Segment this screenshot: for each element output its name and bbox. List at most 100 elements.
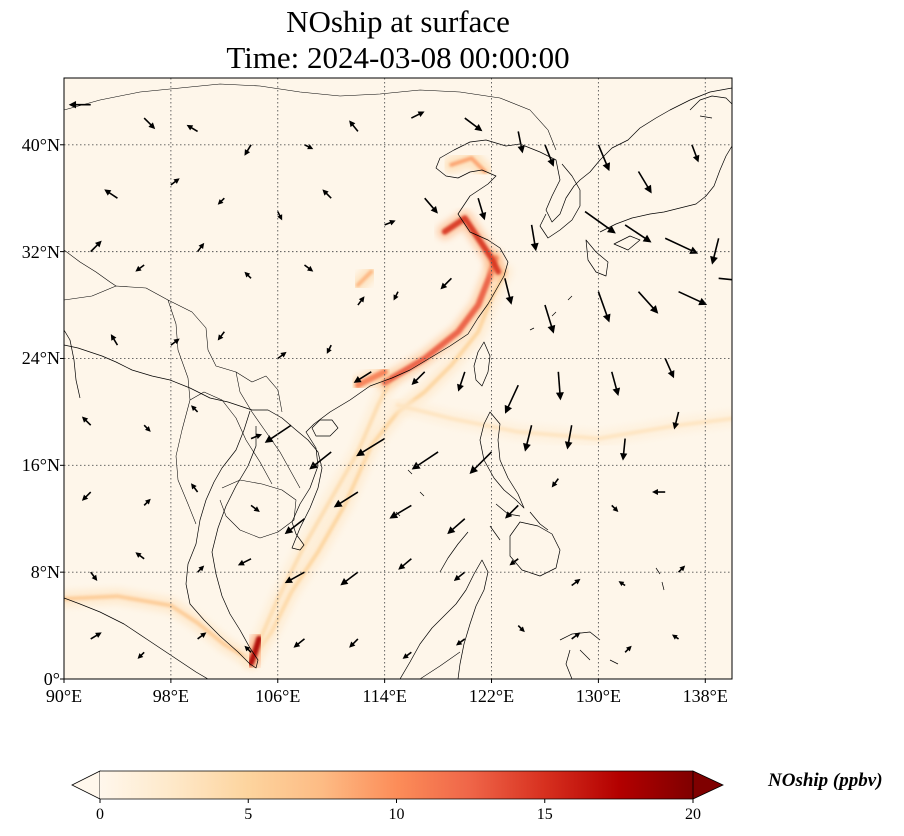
lat-tick-label: 16°N: [21, 455, 60, 476]
wind-arrow: [509, 558, 519, 566]
border-borneo-malaysia: [419, 651, 461, 679]
border-laos-vietnam: [235, 371, 301, 489]
shipping-lane: [249, 269, 507, 663]
wind-arrow: [718, 277, 732, 281]
wind-arrow: [264, 424, 292, 443]
coastline-honshu: [599, 145, 732, 233]
wind-arrow: [672, 411, 680, 430]
wind-arrow: [424, 197, 438, 214]
wind-arrow: [309, 451, 332, 470]
wind-arrow: [664, 358, 675, 379]
wind-arrow: [81, 416, 92, 426]
lon-tick-label: 98°E: [152, 686, 189, 706]
coastline-korea: [539, 163, 581, 239]
lat-tick-label: 8°N: [30, 562, 60, 583]
wind-arrow: [90, 632, 102, 640]
wind-arrow: [284, 571, 305, 584]
coastline-ryukyu: [529, 295, 573, 331]
wind-arrow: [237, 558, 252, 566]
wind-arrow: [356, 437, 386, 457]
wind-arrow: [277, 211, 283, 221]
wind-arrow: [186, 124, 199, 133]
wind-arrow: [333, 491, 359, 508]
border-cambodia: [219, 479, 297, 539]
shipping-lane: [381, 255, 499, 386]
wind-arrow: [250, 504, 260, 512]
border-china-southeast-asia: [64, 285, 283, 413]
wind-arrow: [277, 351, 287, 360]
wind-arrow: [530, 224, 539, 252]
wind-arrow: [244, 144, 252, 156]
lon-tick-label: 106°E: [255, 686, 301, 706]
wind-arrow: [217, 331, 225, 341]
wind-arrow: [624, 224, 652, 243]
wind-arrow: [477, 197, 487, 221]
wind-arrow: [191, 405, 199, 413]
wind-arrow: [393, 291, 399, 301]
wind-arrow: [555, 371, 564, 401]
wind-arrow: [505, 504, 519, 519]
wind-arrow: [217, 197, 225, 205]
colorbar-extend-min: [71, 770, 101, 800]
shipping-lane: [396, 403, 732, 441]
wind-arrow: [170, 338, 180, 346]
colorbar-tick-label: 10: [388, 806, 405, 823]
border-china-north: [64, 83, 557, 151]
wind-arrow: [447, 518, 466, 535]
wind-arrow: [710, 238, 720, 265]
wind-arrow: [137, 651, 145, 659]
wind-arrow: [453, 571, 466, 581]
wind-arrow: [293, 638, 305, 648]
colorbar-tick-label: 0: [96, 806, 104, 823]
wind-arrow: [357, 296, 365, 306]
wind-arrow: [544, 304, 556, 334]
wind-arrow: [326, 344, 332, 354]
border-india-east: [64, 249, 117, 287]
coastline-india-bay: [64, 329, 81, 399]
wind-arrow: [504, 278, 514, 305]
wind-arrow: [551, 478, 559, 488]
wind-arrow: [244, 645, 252, 653]
wind-arrow: [353, 371, 372, 383]
wind-arrow: [170, 178, 180, 186]
wind-arrow: [196, 242, 205, 253]
wind-arrow: [610, 371, 621, 397]
wind-arrow: [389, 504, 412, 519]
coastline-hokkaido: [689, 95, 732, 119]
lon-tick-label: 130°E: [575, 686, 621, 706]
wind-arrow: [398, 558, 412, 570]
wind-arrow: [652, 489, 666, 496]
wind-arrow: [340, 571, 359, 586]
wind-arrow: [620, 438, 628, 461]
wind-arrow: [349, 120, 359, 132]
wind-arrow: [81, 491, 92, 501]
wind-arrow: [440, 277, 453, 290]
wind-arrow: [677, 565, 686, 573]
wind-arrow: [104, 189, 118, 199]
wind-arrow: [457, 371, 466, 392]
lon-tick-label: 114°E: [362, 686, 407, 706]
wind-arrow: [349, 638, 359, 648]
coastline-palawan: [439, 531, 469, 573]
wind-arrow: [135, 264, 145, 272]
wind-arrow: [517, 625, 525, 633]
wind-arrow: [597, 144, 611, 172]
wind-arrow: [469, 451, 493, 474]
colorbar-tick-label: 20: [685, 806, 701, 823]
wind-arrow: [504, 384, 519, 414]
wind-arrow: [597, 291, 611, 323]
shipping-lane: [248, 635, 263, 666]
lat-tick-label: 40°N: [21, 134, 60, 155]
shipping-lane: [449, 156, 487, 174]
map-figure: [60, 77, 733, 683]
coastline-malay-peninsula: [185, 410, 259, 669]
wind-arrow: [611, 504, 619, 512]
wind-arrow: [637, 291, 659, 314]
colorbar-outline: [100, 770, 693, 800]
wind-arrow: [664, 237, 699, 254]
wind-arrow: [135, 552, 145, 560]
coastline-sumatra: [64, 597, 209, 679]
lon-tick-label: 122°E: [468, 686, 515, 706]
wind-arrow: [671, 634, 680, 640]
wind-vectors: [68, 101, 732, 659]
